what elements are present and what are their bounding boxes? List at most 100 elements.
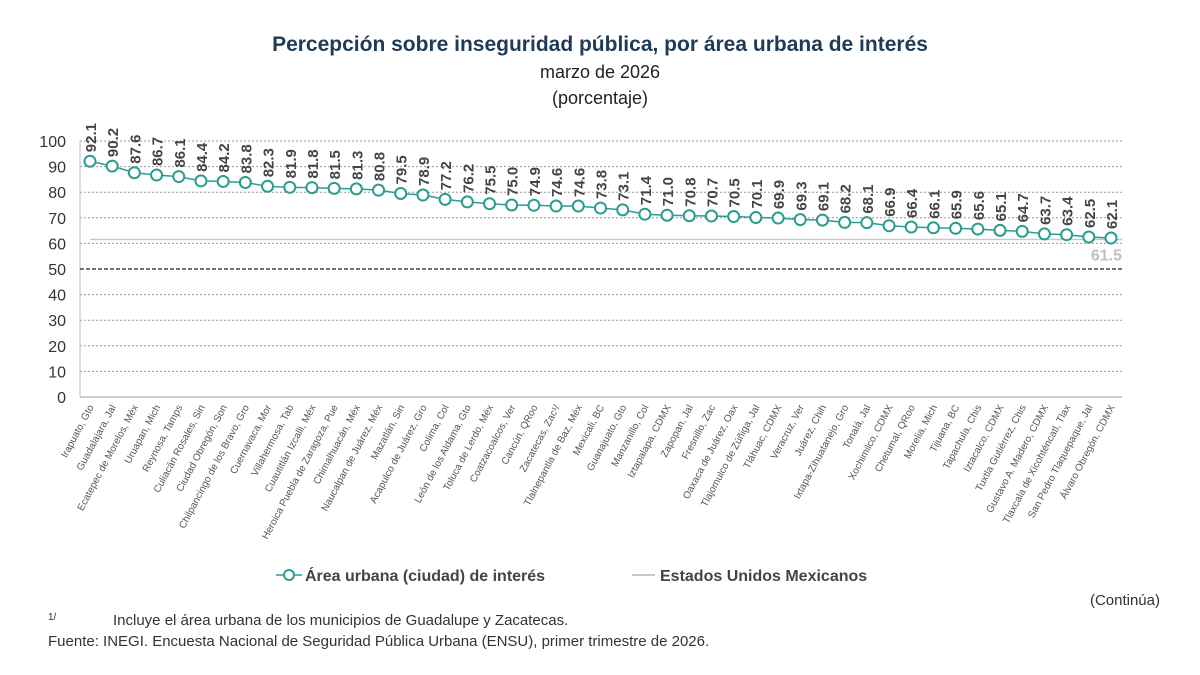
data-label: 82.3 [261, 148, 278, 177]
data-point [815, 213, 829, 227]
data-point [1082, 230, 1096, 244]
data-label: 68.2 [838, 184, 855, 213]
data-point [571, 199, 585, 213]
data-label: 63.7 [1037, 196, 1054, 225]
y-tick-label: 80 [48, 185, 66, 202]
data-label: 64.7 [1015, 193, 1032, 222]
chart-subtitle: marzo de 2026 [539, 62, 661, 82]
data-label: 81.9 [283, 149, 300, 178]
data-point [127, 166, 141, 180]
data-point [1060, 228, 1074, 242]
data-point [704, 209, 718, 223]
data-point [283, 180, 297, 194]
data-point [949, 221, 963, 235]
chart-title: Percepción sobre inseguridad pública, po… [272, 33, 928, 56]
data-label: 92.1 [83, 123, 100, 152]
data-point [238, 175, 252, 189]
data-point [793, 213, 807, 227]
data-label: 74.6 [571, 168, 588, 197]
data-label: 71.4 [638, 175, 655, 205]
data-label: 84.4 [194, 142, 211, 172]
footnote: Incluye el área urbana de los municipios… [113, 612, 569, 629]
data-label: 73.8 [594, 170, 611, 199]
continua-label: (Continúa) [1089, 592, 1160, 609]
data-point [838, 215, 852, 229]
data-point [305, 181, 319, 195]
data-point [83, 154, 97, 168]
data-label: 75.0 [505, 167, 522, 196]
y-tick-label: 20 [48, 339, 66, 356]
chart-unit: (porcentaje) [551, 88, 649, 108]
data-label: 74.9 [527, 167, 544, 196]
data-label: 77.2 [438, 161, 455, 190]
data-point [194, 174, 208, 188]
data-point [860, 216, 874, 230]
y-tick-label: 10 [48, 364, 66, 381]
data-label: 90.2 [105, 128, 122, 157]
data-label: 66.4 [904, 188, 921, 218]
data-label: 63.4 [1060, 196, 1077, 226]
data-label: 86.7 [150, 137, 167, 166]
data-label: 81.8 [305, 149, 322, 178]
data-point [216, 174, 230, 188]
data-point [1015, 224, 1029, 238]
data-point [460, 195, 474, 209]
data-point [638, 207, 652, 221]
y-tick-label: 0 [57, 390, 66, 407]
y-tick-label: 90 [48, 160, 66, 177]
y-tick-label: 50 [48, 262, 66, 279]
data-label: 69.3 [793, 181, 810, 210]
y-tick-label: 30 [48, 313, 66, 330]
data-label: 74.6 [549, 168, 566, 197]
legend-series-label: Área urbana (ciudad) de interés [305, 566, 545, 585]
data-point [660, 208, 674, 222]
data-point [926, 221, 940, 235]
data-label: 62.1 [1104, 200, 1121, 229]
data-label: 79.5 [394, 155, 411, 184]
data-point [438, 192, 452, 206]
data-label: 65.1 [993, 192, 1010, 221]
data-label: 66.9 [882, 188, 899, 217]
y-tick-label: 40 [48, 288, 66, 305]
data-label: 65.6 [971, 191, 988, 220]
chart: 010203040506070809010061.592.1Irapuato, … [39, 123, 1122, 585]
legend-series-marker [283, 569, 295, 581]
data-label: 78.9 [416, 157, 433, 186]
data-point [394, 186, 408, 200]
data-label: 70.7 [704, 178, 721, 207]
data-point [682, 209, 696, 223]
data-label: 70.1 [749, 179, 766, 208]
legend-national-label: Estados Unidos Mexicanos [660, 568, 867, 585]
data-label: 65.9 [949, 190, 966, 219]
y-tick-label: 60 [48, 236, 66, 253]
data-point [971, 222, 985, 236]
data-point [416, 188, 430, 202]
data-point [483, 197, 497, 211]
data-point [594, 201, 607, 215]
data-point [372, 183, 386, 197]
data-label: 87.6 [127, 135, 144, 164]
data-point [1037, 227, 1051, 241]
data-point [261, 179, 275, 193]
data-label: 81.3 [349, 151, 366, 180]
data-label: 81.5 [327, 150, 344, 179]
data-label: 73.1 [616, 172, 633, 201]
data-label: 75.5 [483, 166, 500, 195]
data-label: 62.5 [1082, 199, 1099, 228]
data-label: 69.1 [815, 182, 832, 211]
footnote-mark: 1/ [48, 612, 57, 623]
data-point [105, 159, 119, 173]
data-point [549, 199, 563, 213]
data-point [904, 220, 918, 234]
data-label: 70.5 [727, 178, 744, 207]
y-tick-label: 100 [39, 134, 66, 151]
data-label: 80.8 [372, 152, 389, 181]
data-label: 83.8 [238, 144, 255, 173]
y-tick-label: 70 [48, 211, 66, 228]
data-label: 76.2 [460, 164, 477, 193]
data-label: 66.1 [926, 190, 943, 219]
data-label: 69.9 [771, 180, 788, 209]
data-label: 68.1 [860, 184, 877, 213]
data-point [1104, 231, 1118, 245]
data-point [882, 219, 896, 233]
